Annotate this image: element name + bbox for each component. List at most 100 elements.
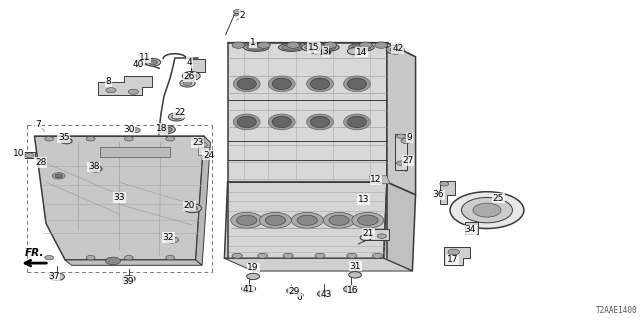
Text: 16: 16 [348,285,359,295]
Circle shape [450,192,524,228]
Circle shape [396,134,405,139]
Text: 4: 4 [186,58,192,67]
Circle shape [283,253,293,258]
Bar [364,229,389,240]
Circle shape [448,249,460,255]
Circle shape [348,48,362,55]
Circle shape [375,42,388,48]
Text: FR.: FR. [25,248,44,258]
Circle shape [329,215,349,225]
Circle shape [25,153,34,157]
Circle shape [232,253,243,258]
Text: 11: 11 [139,53,150,62]
Circle shape [162,127,172,132]
Text: 36: 36 [433,190,444,199]
Circle shape [257,253,268,258]
Polygon shape [465,222,478,234]
Circle shape [86,255,95,260]
Circle shape [45,255,54,260]
Circle shape [61,138,72,144]
Ellipse shape [352,44,371,50]
Circle shape [297,215,317,225]
Circle shape [180,79,195,87]
Circle shape [184,204,202,213]
Circle shape [344,286,358,292]
Circle shape [365,234,374,238]
Text: 8: 8 [106,77,111,86]
Ellipse shape [314,44,339,51]
Circle shape [319,49,331,55]
Circle shape [234,13,239,16]
Circle shape [191,137,200,141]
Text: 6: 6 [297,292,303,301]
Circle shape [182,71,200,80]
Circle shape [287,42,300,48]
Circle shape [148,60,157,65]
Circle shape [114,193,124,198]
Circle shape [140,59,153,65]
Text: 17: 17 [447,255,458,264]
Circle shape [86,137,95,141]
Polygon shape [440,180,455,204]
Circle shape [347,253,357,258]
Text: 32: 32 [163,233,174,242]
Circle shape [106,88,116,93]
Polygon shape [384,182,415,271]
Polygon shape [225,182,387,258]
Polygon shape [99,76,152,95]
Ellipse shape [234,114,260,130]
Text: 23: 23 [192,138,204,147]
Circle shape [265,215,285,225]
Text: 2: 2 [239,11,245,20]
Ellipse shape [310,116,330,128]
Bar [395,134,406,170]
Text: 18: 18 [156,124,168,133]
Circle shape [257,42,270,48]
Circle shape [378,234,387,238]
Text: 13: 13 [358,195,370,204]
Circle shape [473,203,501,217]
Circle shape [323,212,355,228]
Polygon shape [387,43,415,195]
Text: 30: 30 [123,125,134,134]
Ellipse shape [307,114,333,130]
Polygon shape [444,247,470,265]
Circle shape [128,89,138,94]
Circle shape [372,253,383,258]
Ellipse shape [278,44,304,51]
Circle shape [234,10,241,13]
Ellipse shape [344,76,371,92]
Bar [24,152,35,158]
Text: 27: 27 [403,156,413,165]
Circle shape [166,237,179,243]
Ellipse shape [344,114,371,130]
Circle shape [317,291,330,297]
Ellipse shape [268,114,295,130]
Circle shape [124,255,133,260]
Text: 35: 35 [58,133,70,142]
Text: 14: 14 [356,48,367,57]
Circle shape [305,45,312,49]
Polygon shape [100,147,170,157]
Ellipse shape [307,76,333,92]
Circle shape [231,212,262,228]
Polygon shape [228,43,387,182]
Text: 21: 21 [363,229,374,238]
Polygon shape [35,136,204,260]
Text: 24: 24 [203,151,214,160]
Circle shape [286,288,296,293]
Ellipse shape [237,78,256,90]
Circle shape [197,142,207,147]
Text: 1: 1 [250,38,256,47]
Circle shape [387,45,404,54]
Ellipse shape [348,78,367,90]
Ellipse shape [282,44,301,50]
Circle shape [324,42,337,48]
Circle shape [232,42,245,48]
Circle shape [55,174,63,178]
Bar [191,59,205,72]
Text: 12: 12 [371,175,382,185]
Circle shape [301,44,316,51]
Circle shape [296,293,303,297]
Text: 38: 38 [88,163,100,172]
